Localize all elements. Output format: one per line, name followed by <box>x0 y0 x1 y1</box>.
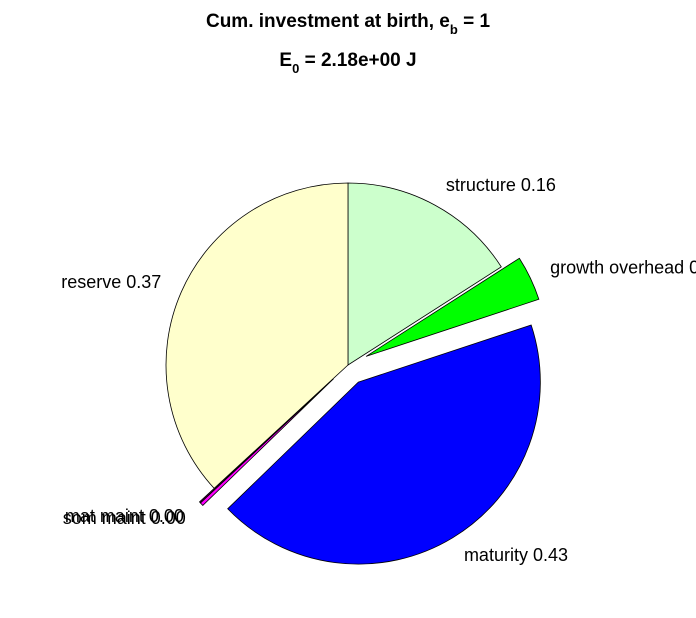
slice-label: reserve 0.37 <box>61 272 161 292</box>
pie-slice <box>365 257 540 357</box>
slice-label: som maint 0.00 <box>63 508 186 528</box>
title-text: Cum. investment at birth, e <box>206 11 450 32</box>
chart-title: Cum. investment at birth, eb = 1 <box>206 11 490 37</box>
chart-subtitle: E0 = 2.18e+00 J <box>279 50 416 76</box>
title-sub: b <box>450 22 458 37</box>
subtitle-text: E <box>279 50 292 71</box>
subtitle-sub: 0 <box>292 61 299 76</box>
slice-label: structure 0.16 <box>446 175 556 195</box>
pie-slice <box>347 182 502 366</box>
pie-slice <box>165 182 349 489</box>
title-tail: = 1 <box>458 11 491 32</box>
slice-label: maturity 0.43 <box>464 545 568 565</box>
slice-label: growth overhead 0.04 <box>550 258 696 278</box>
pie-slice <box>227 324 541 565</box>
subtitle-tail: = 2.18e+00 J <box>299 50 416 71</box>
slice-label: mat maint 0.00 <box>65 506 184 526</box>
